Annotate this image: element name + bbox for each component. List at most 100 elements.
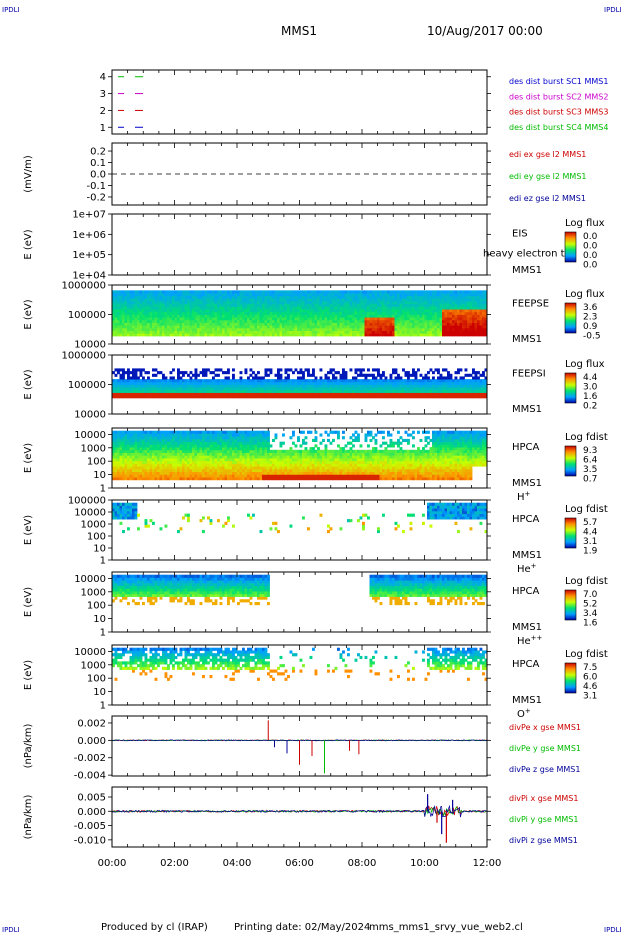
spectrogram-cell [209, 466, 213, 470]
spectrogram-cell [484, 381, 488, 385]
spectrogram-cell [452, 322, 455, 326]
spectrogram-cell [287, 319, 290, 323]
spectrogram-cell [187, 436, 190, 440]
spectrogram-cell [219, 319, 223, 323]
spectrogram-cell [319, 322, 323, 326]
spectrogram-cell [382, 298, 385, 302]
spectrogram-cell [114, 387, 118, 391]
spectrogram-cell [469, 303, 473, 307]
spectrogram-cell [384, 327, 388, 331]
spectrogram-cell [382, 371, 385, 375]
spectrogram-cell [452, 306, 455, 310]
spectrogram-cell [414, 392, 418, 396]
spectrogram-cell [214, 319, 218, 323]
spectrogram-cell [379, 333, 383, 337]
spectrogram-cell [317, 306, 320, 310]
spectrogram-cell [274, 306, 278, 310]
spectrogram-cell [312, 373, 315, 377]
spectrogram-cell [234, 322, 238, 326]
spectrogram-cell [154, 319, 158, 323]
spectrogram-cell [149, 395, 153, 399]
spectrogram-cell [372, 379, 375, 383]
spectrogram-cell [182, 458, 185, 462]
spectrogram-cell [342, 381, 345, 385]
spectrogram-cell [219, 389, 223, 393]
spectrogram-cell [152, 468, 155, 473]
spectrogram-cell [212, 392, 215, 396]
spectrogram-cell [312, 333, 315, 337]
spectrogram-cell [314, 379, 318, 383]
spectrogram-cell [254, 395, 258, 399]
spectrogram-cell [277, 373, 280, 377]
spectrogram-cell [114, 298, 118, 302]
spectrogram-cell [379, 295, 383, 299]
spectrogram-cell [484, 303, 488, 307]
spectrogram-cell [354, 306, 358, 310]
spectrogram-cell [429, 306, 433, 310]
spectrogram-cell [444, 298, 448, 302]
spectrogram-cell [432, 306, 435, 310]
spectrogram-cell [392, 309, 395, 313]
spectrogram-cell [352, 330, 355, 334]
spectrogram-cell [302, 311, 305, 315]
spectrogram-cell [169, 384, 173, 388]
spectrogram-cell [364, 392, 368, 396]
spectrogram-cell [397, 301, 400, 305]
spectrogram-cell [464, 319, 468, 323]
spectrogram-cell [339, 381, 343, 385]
spectrogram-cell [284, 368, 288, 372]
spectrogram-cell [259, 303, 263, 307]
spectrogram-cell [352, 311, 355, 315]
spectrogram-cell [209, 314, 213, 318]
spectrogram-cell [367, 301, 370, 305]
spectrogram-cell [112, 458, 115, 462]
spectrogram-cell [337, 379, 340, 383]
spectrogram-cell [377, 330, 380, 334]
spectrogram-cell [127, 452, 130, 456]
spectrogram-cell [309, 317, 313, 321]
spectrogram-cell [319, 311, 323, 315]
spectrogram-cell [144, 389, 148, 393]
spectrogram-cell [329, 319, 333, 323]
spectrogram-cell [172, 444, 175, 448]
spectrogram-cell [442, 314, 445, 318]
spectrogram-cell [252, 379, 255, 383]
spectrogram-cell [199, 389, 203, 393]
spectrogram-cell [129, 460, 133, 464]
spectrogram-cell [122, 392, 125, 396]
spectrogram-cell [179, 463, 183, 467]
spectrogram-cell [192, 373, 195, 377]
spectrogram-cell [252, 290, 255, 294]
spectrogram-cell [227, 309, 230, 313]
spectrogram-cell [207, 327, 210, 331]
spectrogram-cell [414, 371, 418, 375]
spectrogram-cell [134, 436, 138, 440]
spectrogram-cell [479, 298, 483, 302]
spectrogram-cell [327, 371, 330, 375]
spectrogram-cell [369, 319, 373, 323]
spectrogram-cell [114, 314, 118, 318]
spectrogram-cell [267, 293, 270, 297]
spectrogram-cell [242, 319, 245, 323]
spectrogram-cell [147, 381, 150, 385]
spectrogram-cell [139, 458, 143, 462]
spectrogram-cell [124, 371, 128, 375]
spectrogram-cell [124, 468, 128, 473]
spectrogram-cell [347, 317, 350, 321]
spectrogram-cell [304, 293, 308, 297]
spectrogram-cell [134, 392, 138, 396]
spectrogram-cell [147, 309, 150, 313]
spectrogram-cell [299, 381, 303, 385]
spectrogram-cell [302, 309, 305, 313]
spectrogram-cell [392, 306, 395, 310]
spectrogram-cell [357, 381, 360, 385]
spectrogram-cell [112, 298, 115, 302]
spectrogram-cell [174, 449, 178, 453]
spectrogram-cell [292, 387, 295, 391]
spectrogram-cell [339, 295, 343, 299]
spectrogram-cell [157, 314, 160, 318]
spectrogram-cell [184, 290, 188, 294]
spectrogram-cell [327, 298, 330, 302]
y-tick-label: -0.1 [86, 181, 106, 192]
spectrogram-cell [372, 322, 375, 326]
